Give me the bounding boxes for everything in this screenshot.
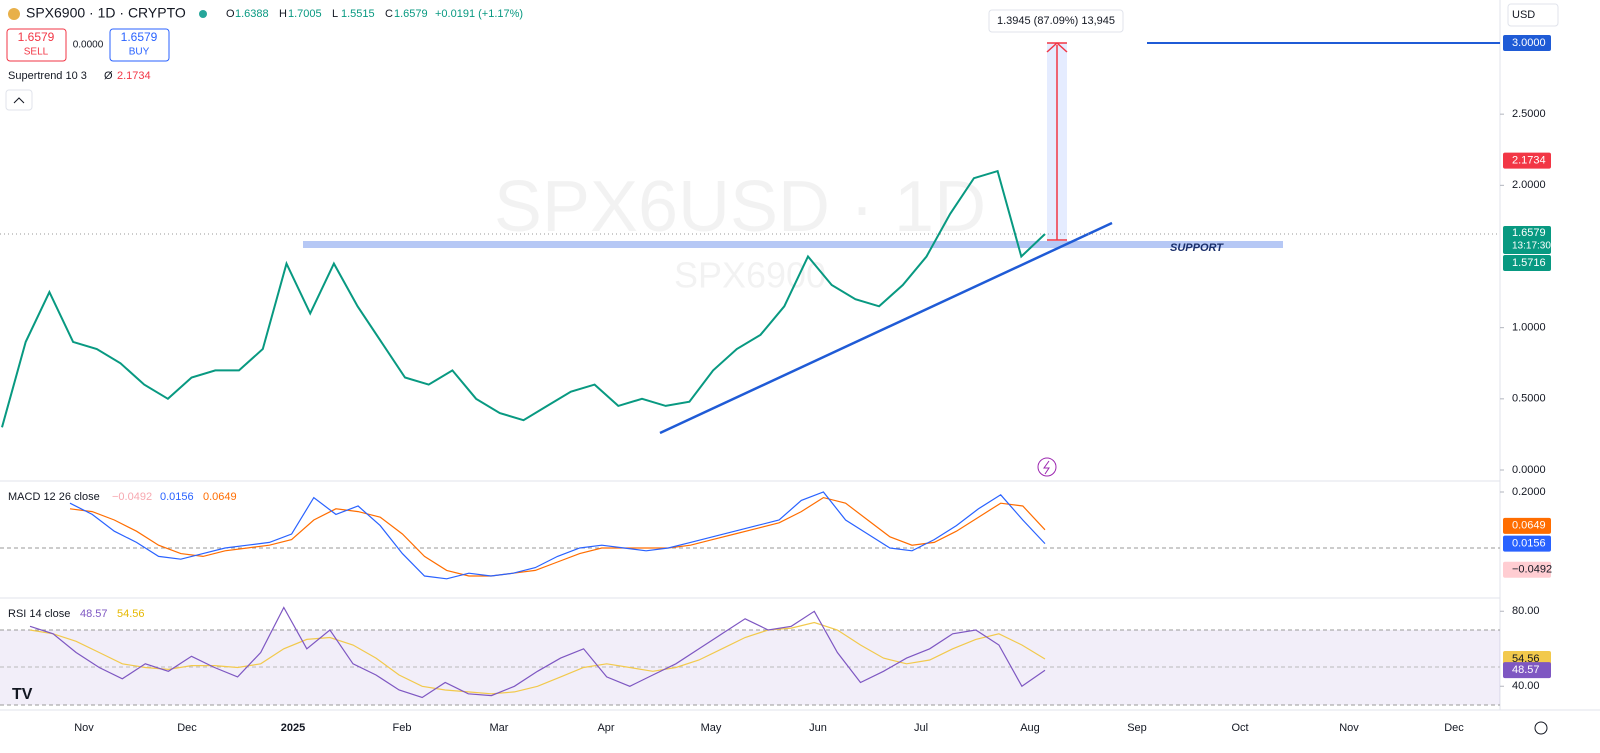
buy-button[interactable] xyxy=(109,28,170,62)
currency: USD xyxy=(1512,9,1535,21)
y-tick-label: 1.0000 xyxy=(1512,322,1546,334)
status-dot xyxy=(199,10,207,18)
signal-value: 0.0649 xyxy=(203,491,237,503)
macd-value: 0.0156 xyxy=(160,491,194,503)
rsi-tag: 54.56 xyxy=(1512,653,1540,665)
event-icon[interactable] xyxy=(1037,457,1057,477)
y-tick-label: 2.0000 xyxy=(1512,179,1546,191)
ohlc-key: C xyxy=(385,8,393,20)
measure-label: 1.3945 (87.09%) 13,945 xyxy=(997,15,1115,27)
watermark: SPX6USD · 1D xyxy=(494,167,986,247)
target-tag-box xyxy=(1503,35,1551,51)
rsi-value: 48.57 xyxy=(80,608,108,620)
trend-line xyxy=(659,221,1113,435)
measure-arrowhead xyxy=(1046,41,1068,241)
x-tick-label: Nov xyxy=(74,722,94,734)
x-tick-label: Jun xyxy=(809,722,827,734)
rsi-tag: 48.57 xyxy=(1512,664,1540,676)
macd-title: MACD 12 26 close xyxy=(8,491,100,503)
collapse-button[interactable] xyxy=(5,89,33,111)
ohlc-key: O xyxy=(226,8,235,20)
x-tick-label: Oct xyxy=(1231,722,1248,734)
x-tick-label: Feb xyxy=(393,722,412,734)
watermark-sub: SPX6900 xyxy=(674,255,826,296)
ohlc-value: 1.6388 xyxy=(235,8,269,20)
target-tag: 3.0000 xyxy=(1512,37,1546,49)
spread: 0.0000 xyxy=(73,40,104,51)
indicator-symbol: Ø xyxy=(104,70,113,82)
y-tick-label: 0.2000 xyxy=(1512,486,1546,498)
symbol[interactable]: SPX6900 · 1D · CRYPTO xyxy=(26,5,186,21)
signal-line xyxy=(69,496,1046,577)
tv-logo: TV xyxy=(12,686,33,703)
ohlc: O 1.6388 H 1.7005 L 1.5515 C 1.6579 +0.0191 (+1.… xyxy=(226,8,523,20)
macd-hist-value: −0.0492 xyxy=(112,491,152,503)
ohlc-value: 1.6579 xyxy=(394,8,428,20)
macd-tag-box xyxy=(1503,535,1551,552)
macd-tag-box xyxy=(1503,517,1551,534)
currency-select[interactable] xyxy=(1507,3,1559,27)
buy-price: 1.6579 xyxy=(121,30,158,44)
sell-label: SELL xyxy=(24,47,49,58)
indicator-value: 2.1734 xyxy=(117,70,151,82)
rsi-tag-box xyxy=(1503,662,1551,679)
support-price-box xyxy=(1503,255,1551,272)
macd-tag-box xyxy=(1503,561,1551,578)
y-tick-label: 80.00 xyxy=(1512,605,1540,617)
support-label: SUPPORT xyxy=(1170,242,1224,254)
ohlc-key: L xyxy=(332,8,338,20)
supertrend-tag-box xyxy=(1503,152,1551,169)
support-zone xyxy=(303,241,1283,248)
rsi-ma-line xyxy=(29,621,1046,695)
y-tick-label: 2.5000 xyxy=(1512,108,1546,120)
ohlc-change: +0.0191 (+1.17%) xyxy=(435,8,523,20)
symbol-icon xyxy=(8,8,20,20)
x-tick-label: 2025 xyxy=(281,722,305,734)
support-price: 1.5716 xyxy=(1512,257,1546,269)
settings-icon[interactable] xyxy=(1534,721,1548,735)
rsi-title: RSI 14 close xyxy=(8,608,70,620)
sell-button[interactable] xyxy=(6,28,67,62)
x-tick-label: Jul xyxy=(914,722,928,734)
countdown: 13:17:30 xyxy=(1512,241,1551,252)
macd-tag: 0.0649 xyxy=(1512,520,1546,532)
sell-price: 1.6579 xyxy=(18,30,55,44)
macd-tag: 0.0156 xyxy=(1512,538,1546,550)
x-tick-label: Apr xyxy=(597,722,614,734)
ohlc-value: 1.7005 xyxy=(288,8,322,20)
rsi-line xyxy=(29,606,1046,699)
y-tick-label: 0.0000 xyxy=(1512,464,1546,476)
y-tick-label: 40.00 xyxy=(1512,680,1540,692)
macd-line xyxy=(69,491,1046,580)
collapse-icon xyxy=(13,97,25,104)
rsi-ma-value: 54.56 xyxy=(117,608,145,620)
ohlc-key: H xyxy=(279,8,287,20)
y-tick-label: 0.5000 xyxy=(1512,393,1546,405)
event-bolt xyxy=(1043,460,1050,475)
supertrend-tag: 2.1734 xyxy=(1512,155,1546,167)
x-tick-label: Sep xyxy=(1127,722,1147,734)
macd-tag: −0.0492 xyxy=(1512,564,1552,576)
x-tick-label: Dec xyxy=(1444,722,1464,734)
last-price: 1.6579 xyxy=(1512,227,1546,239)
x-tick-label: Nov xyxy=(1339,722,1359,734)
x-tick-label: Dec xyxy=(177,722,197,734)
x-tick-label: May xyxy=(701,722,722,734)
price-line xyxy=(1,169,1046,428)
last-price-box xyxy=(1503,226,1551,255)
buy-label: BUY xyxy=(129,47,150,58)
ohlc-value: 1.5515 xyxy=(341,8,375,20)
x-tick-label: Aug xyxy=(1020,722,1040,734)
x-tick-label: Mar xyxy=(490,722,509,734)
indicator-name: Supertrend 10 3 xyxy=(8,70,87,82)
measure-box xyxy=(988,9,1124,33)
